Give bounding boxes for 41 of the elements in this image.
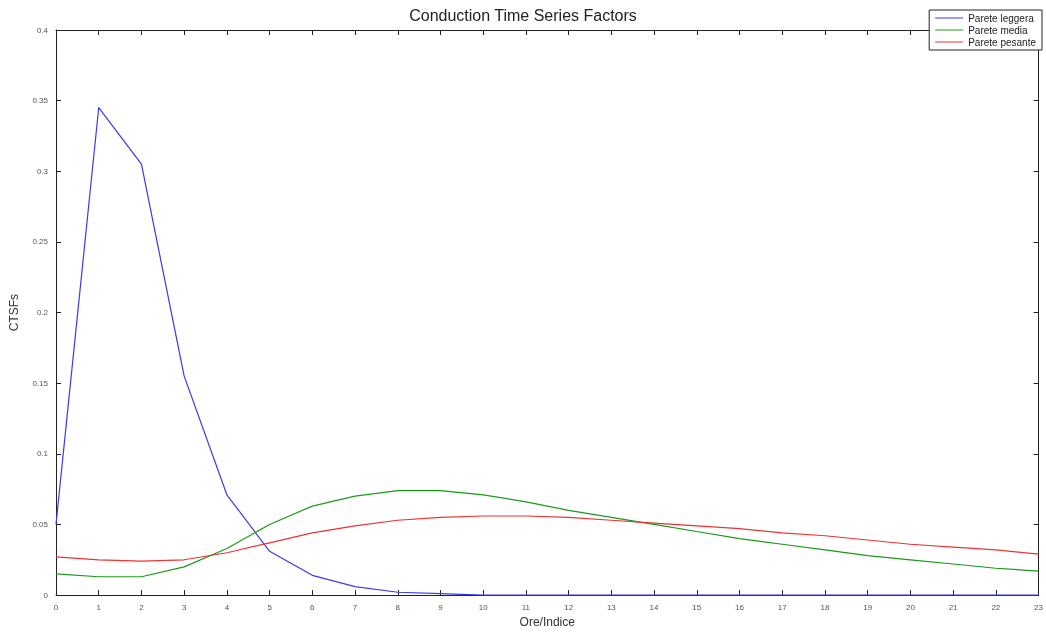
y-tick-label: 0.4 — [36, 25, 49, 35]
y-tick-label: 0 — [43, 590, 49, 600]
x-tick-label: 19 — [863, 602, 873, 612]
y-tick-label: 0.3 — [36, 166, 49, 176]
x-tick-label: 23 — [1034, 602, 1044, 612]
x-axis-title: Ore/Indice — [519, 615, 576, 629]
y-axis-title: CTSFs — [7, 293, 21, 332]
y-tick-label: 0.2 — [36, 308, 49, 318]
y-tick-label: 0.15 — [32, 378, 49, 388]
x-tick-label: 10 — [478, 602, 489, 612]
x-tick-label: 16 — [735, 602, 745, 612]
x-tick-label: 21 — [948, 602, 959, 612]
x-tick-label: 1 — [96, 602, 102, 612]
x-tick-label: 5 — [267, 602, 273, 612]
legend-label: Parete leggera — [968, 12, 1035, 24]
x-tick-label: 2 — [139, 602, 145, 612]
x-tick-label: 20 — [905, 602, 916, 612]
x-tick-label: 7 — [352, 602, 358, 612]
chart-title: Conduction Time Series Factors — [409, 6, 637, 24]
y-tick-label: 0.05 — [32, 519, 49, 529]
x-tick-label: 6 — [310, 602, 316, 612]
x-tick-label: 11 — [521, 602, 531, 612]
y-tick-label: 0.1 — [36, 449, 49, 459]
legend-label: Parete pesante — [968, 36, 1037, 48]
line-series — [55, 489, 1040, 578]
legend-label: Parete media — [968, 24, 1029, 36]
x-tick-label: 3 — [181, 602, 187, 612]
x-tick-label: 15 — [692, 602, 702, 612]
x-tick-label: 12 — [564, 602, 574, 612]
x-tick-label: 18 — [820, 602, 830, 612]
x-tick-label: 8 — [395, 602, 401, 612]
x-tick-label: 4 — [224, 602, 230, 612]
x-tick-label: 22 — [991, 602, 1001, 612]
x-tick-label: 17 — [777, 602, 788, 612]
y-tick-label: 0.25 — [32, 237, 49, 247]
x-tick-label: 0 — [53, 602, 59, 612]
x-tick-label: 9 — [438, 602, 444, 612]
y-tick-label: 0.35 — [32, 96, 49, 106]
line-series — [55, 515, 1040, 562]
x-tick-label: 13 — [606, 602, 617, 612]
x-tick-label: 14 — [649, 602, 660, 612]
